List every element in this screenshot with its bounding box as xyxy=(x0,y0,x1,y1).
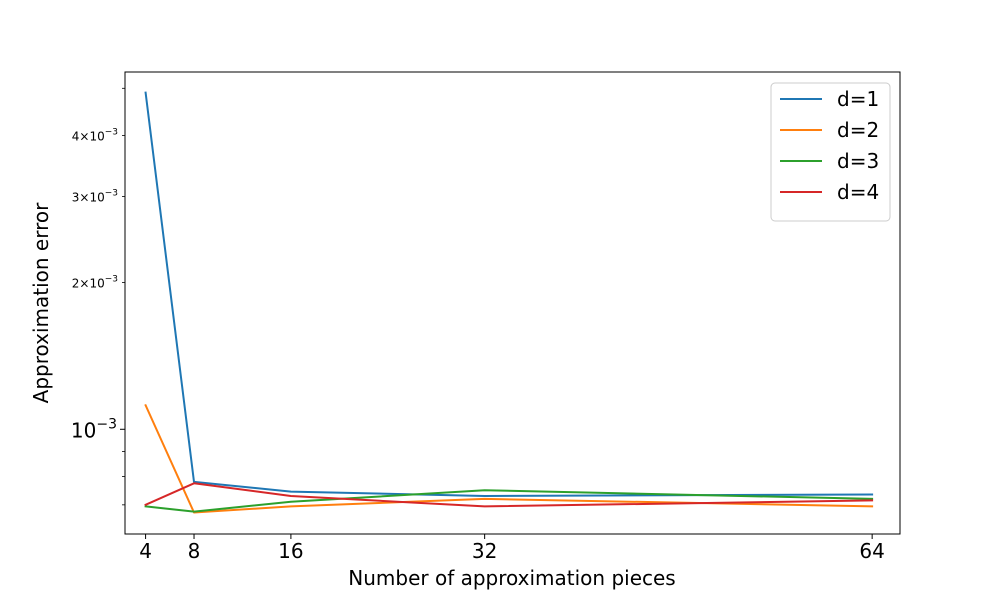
legend-label-2: d=2 xyxy=(837,118,879,142)
x-tick-label: 4 xyxy=(139,539,152,563)
series-line-2 xyxy=(144,403,874,514)
x-axis-label: Number of approximation pieces xyxy=(348,566,675,590)
y-minor-tick-label: 4×10−3 xyxy=(72,128,118,144)
x-tick-label: 32 xyxy=(472,539,497,563)
legend-label-1: d=1 xyxy=(837,87,879,111)
y-minor-tick-label: 3×10−3 xyxy=(72,189,118,205)
y-axis: 10−3 2×10−3 3×10−3 4×10−3 xyxy=(71,87,125,506)
legend-label-3: d=3 xyxy=(837,149,879,173)
y-major-tick-label: 10−3 xyxy=(71,416,117,442)
plot-frame xyxy=(124,71,901,535)
legend-box xyxy=(770,82,891,222)
x-tick-label: 64 xyxy=(859,539,884,563)
legend: d=1 d=2 d=3 d=4 xyxy=(770,82,891,222)
legend-label-4: d=4 xyxy=(837,180,879,204)
x-tick-label: 8 xyxy=(188,539,201,563)
x-axis: 4 8 16 32 64 xyxy=(139,534,885,563)
series-line-3 xyxy=(144,489,874,513)
y-axis-label: Approximation error xyxy=(29,202,53,403)
series-layer xyxy=(144,91,874,514)
x-tick-label: 16 xyxy=(278,539,303,563)
series-line-4 xyxy=(144,482,874,508)
series-line-1 xyxy=(144,91,874,497)
y-minor-tick-label: 2×10−3 xyxy=(72,274,118,290)
